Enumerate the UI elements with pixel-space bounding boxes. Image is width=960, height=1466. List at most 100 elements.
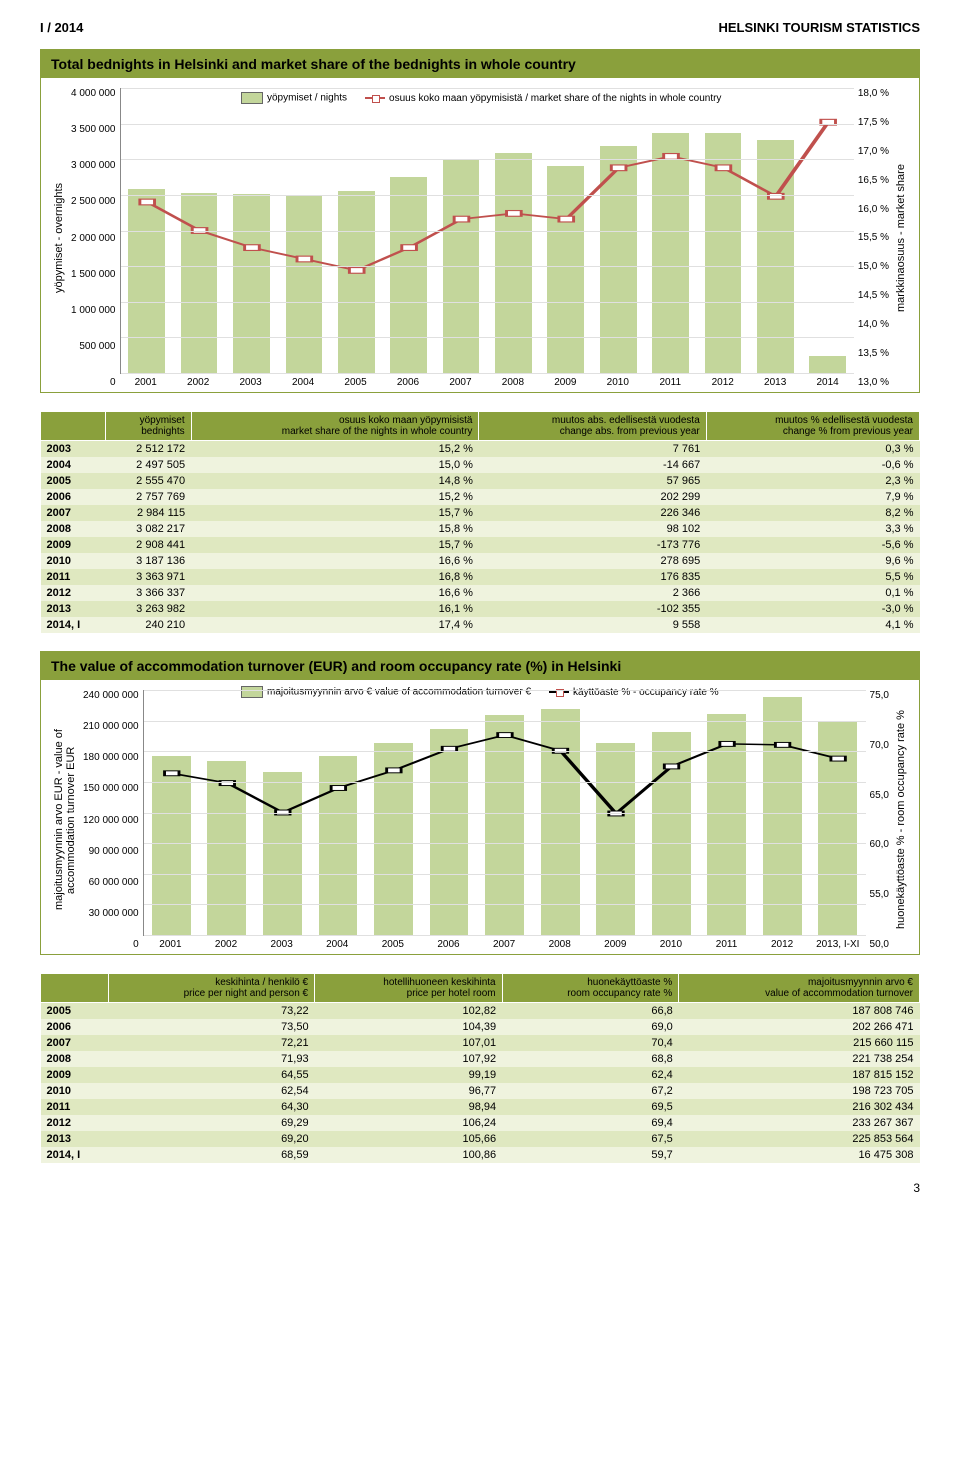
x-tick: 2009 <box>588 939 644 950</box>
x-tick: 2006 <box>421 939 477 950</box>
table-cell: 15,8 % <box>191 521 479 537</box>
y-tick: 210 000 000 <box>83 721 139 732</box>
table-cell: 16,6 % <box>191 553 479 569</box>
page-number: 3 <box>40 1181 920 1195</box>
turnover-table: keskihinta / henkilö € price per night a… <box>40 973 920 1163</box>
table-header: huonekäyttöaste % room occupancy rate % <box>502 974 679 1003</box>
table-cell: 100,86 <box>315 1147 503 1163</box>
y-tick: 1 000 000 <box>71 305 116 316</box>
table-cell: 187 815 152 <box>679 1067 920 1083</box>
y-tick: 120 000 000 <box>83 815 139 826</box>
y-left-ticks: 4 000 0003 500 0003 000 0002 500 0002 00… <box>67 88 120 388</box>
y-tick-right: 17,0 % <box>858 146 889 157</box>
table-row: 201062,5496,7767,2198 723 705 <box>41 1083 920 1099</box>
x-tick: 2013 <box>749 377 801 388</box>
table-cell: -173 776 <box>479 537 706 553</box>
y-left-axis-label: yöpymiset - overnights <box>51 88 67 388</box>
bar <box>128 189 165 373</box>
table-cell: 2009 <box>41 1067 109 1083</box>
y-right-ticks: 18,0 %17,5 %17,0 %16,5 %16,0 %15,5 %15,0… <box>854 88 893 388</box>
table-cell: 72,21 <box>109 1035 315 1051</box>
table-row: 2014, I240 21017,4 %9 5584,1 % <box>41 617 920 633</box>
bar <box>152 756 191 935</box>
table-cell: 69,29 <box>109 1115 315 1131</box>
table-cell: 7,9 % <box>706 489 919 505</box>
table-cell: -5,6 % <box>706 537 919 553</box>
y-tick: 0 <box>110 377 116 388</box>
table-cell: 2 366 <box>479 585 706 601</box>
table-cell: 3 263 982 <box>105 601 191 617</box>
table-cell: 3 366 337 <box>105 585 191 601</box>
table-cell: 2 908 441 <box>105 537 191 553</box>
y-tick-right: 16,5 % <box>858 175 889 186</box>
table-cell: 4,1 % <box>706 617 919 633</box>
table-row: 20113 363 97116,8 %176 8355,5 % <box>41 569 920 585</box>
table-row: 20083 082 21715,8 %98 1023,3 % <box>41 521 920 537</box>
table-header: hotellihuoneen keskihinta price per hote… <box>315 974 503 1003</box>
table-cell: 2008 <box>41 521 106 537</box>
table-cell: 2005 <box>41 473 106 489</box>
turnover-chart-title: The value of accommodation turnover (EUR… <box>41 652 919 680</box>
table-cell: 2004 <box>41 457 106 473</box>
table-cell: 107,92 <box>315 1051 503 1067</box>
table-cell: 16,1 % <box>191 601 479 617</box>
table-row: 20103 187 13616,6 %278 6959,6 % <box>41 553 920 569</box>
table-cell: 187 808 746 <box>679 1003 920 1020</box>
y-tick: 60 000 000 <box>89 877 139 888</box>
table-cell: 73,50 <box>109 1019 315 1035</box>
table-cell: 98 102 <box>479 521 706 537</box>
table-cell: 57 965 <box>479 473 706 489</box>
table-cell: 2 512 172 <box>105 441 191 458</box>
table-cell: 226 346 <box>479 505 706 521</box>
y-tick-right: 55,0 <box>870 889 889 900</box>
table-cell: 69,0 <box>502 1019 679 1035</box>
y-tick-right: 17,5 % <box>858 117 889 128</box>
x-tick: 2009 <box>539 377 591 388</box>
turnover-plot-area <box>143 690 866 936</box>
table-cell: 2013 <box>41 601 106 617</box>
table-cell: 198 723 705 <box>679 1083 920 1099</box>
x-tick: 2002 <box>198 939 254 950</box>
y-tick: 0 <box>133 939 139 950</box>
x-tick: 2001 <box>120 377 172 388</box>
table-cell: 73,22 <box>109 1003 315 1020</box>
table-header: muutos % edellisestä vuodesta change % f… <box>706 412 919 441</box>
y-tick: 150 000 000 <box>83 783 139 794</box>
table-cell: 71,93 <box>109 1051 315 1067</box>
table-cell: 2013 <box>41 1131 109 1147</box>
table-cell: 278 695 <box>479 553 706 569</box>
table-cell: 15,2 % <box>191 441 479 458</box>
table-cell: 107,01 <box>315 1035 503 1051</box>
table-cell: 2006 <box>41 489 106 505</box>
table-cell: 59,7 <box>502 1147 679 1163</box>
table-row: 200673,50104,3969,0202 266 471 <box>41 1019 920 1035</box>
bar <box>374 743 413 935</box>
y-tick: 4 000 000 <box>71 88 116 99</box>
table-cell: 9 558 <box>479 617 706 633</box>
table-cell: 102,82 <box>315 1003 503 1020</box>
table-cell: 2012 <box>41 585 106 601</box>
table-cell: 69,5 <box>502 1099 679 1115</box>
bar <box>338 191 375 373</box>
y-tick: 500 000 <box>79 341 115 352</box>
bar <box>233 194 270 373</box>
table-header: majoitusmyynnin arvo € value of accommod… <box>679 974 920 1003</box>
table-cell: 2010 <box>41 553 106 569</box>
table-row: 20062 757 76915,2 %202 2997,9 % <box>41 489 920 505</box>
table-cell: 2 497 505 <box>105 457 191 473</box>
table-cell: 215 660 115 <box>679 1035 920 1051</box>
bar <box>207 761 246 935</box>
running-head-left: I / 2014 <box>40 20 83 35</box>
bar <box>763 697 802 935</box>
table-row: 20133 263 98216,1 %-102 355-3,0 % <box>41 601 920 617</box>
bar <box>596 743 635 935</box>
x-tick: 2010 <box>592 377 644 388</box>
bar <box>809 356 846 373</box>
table-cell: 8,2 % <box>706 505 919 521</box>
table-cell: 66,8 <box>502 1003 679 1020</box>
table-cell: 7 761 <box>479 441 706 458</box>
table-cell: 2011 <box>41 1099 109 1115</box>
table-cell: 202 266 471 <box>679 1019 920 1035</box>
table-cell: 98,94 <box>315 1099 503 1115</box>
table-row: 20072 984 11515,7 %226 3468,2 % <box>41 505 920 521</box>
